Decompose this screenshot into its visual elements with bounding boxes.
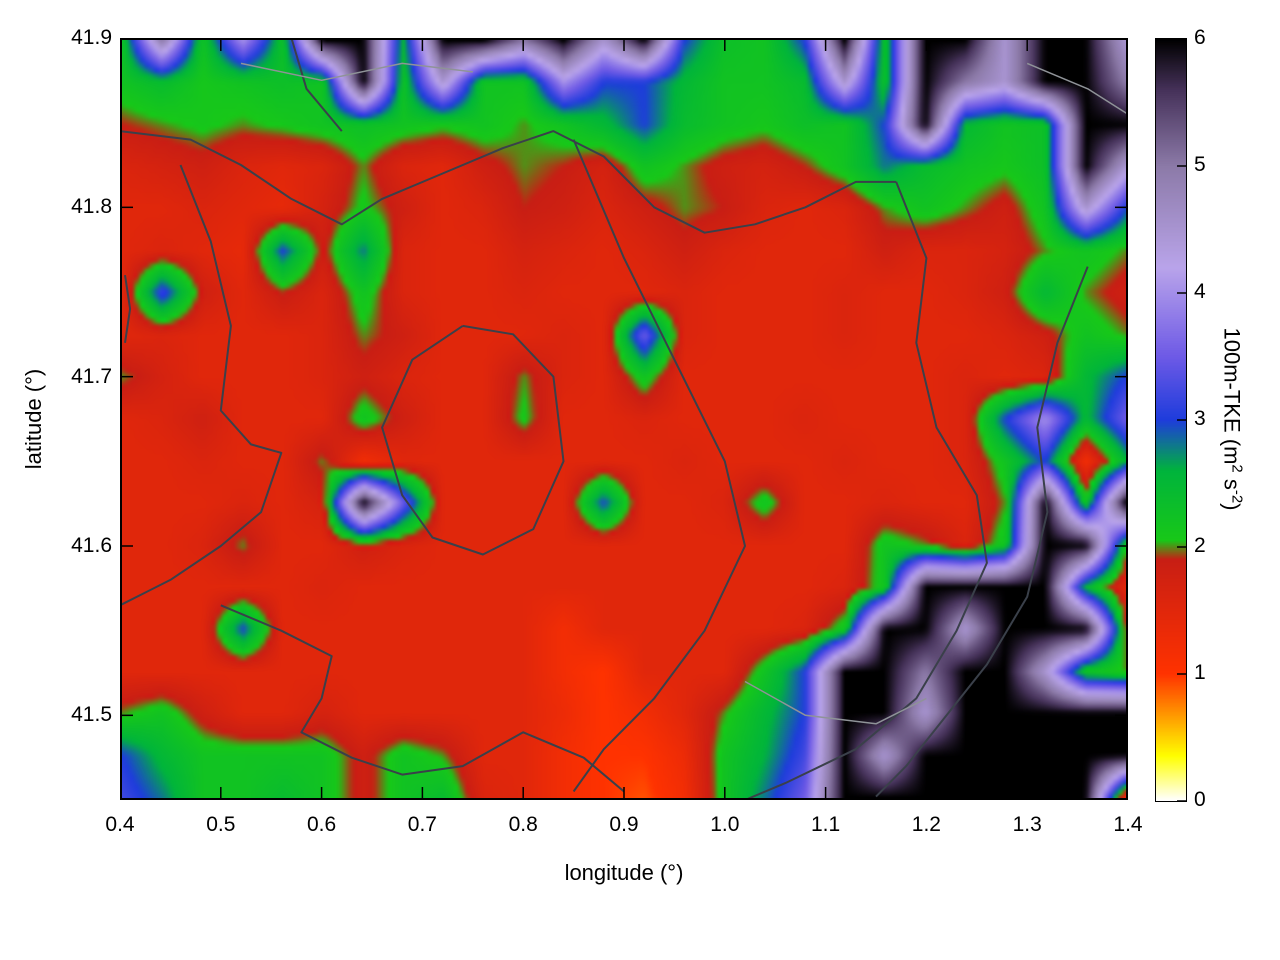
plot-area	[120, 38, 1128, 800]
colorbar-tick-label: 1	[1194, 661, 1206, 684]
colorbar	[1155, 38, 1187, 802]
colorbar-tick-label: 2	[1194, 534, 1206, 557]
heatmap-canvas	[120, 38, 1128, 800]
contour-line	[124, 274, 132, 343]
contour-line	[744, 181, 988, 800]
colorbar-title-text: )	[1219, 503, 1245, 511]
contour-line	[120, 130, 897, 234]
contour-line	[220, 604, 625, 793]
colorbar-tick-label: 0	[1194, 788, 1206, 811]
colorbar-tick-label: 5	[1194, 153, 1206, 176]
plot-border	[120, 38, 1128, 800]
y-tick-label: 41.6	[71, 534, 112, 557]
colorbar-tick-label: 6	[1194, 26, 1206, 49]
contour-overlay	[120, 38, 1128, 800]
x-tick-label: 0.6	[306, 813, 337, 836]
y-tick-label: 41.7	[71, 364, 112, 388]
contour-line	[572, 139, 746, 793]
colorbar-tick-marks	[1177, 39, 1186, 801]
contour-line	[1026, 62, 1128, 115]
colorbar-tick-label: 4	[1194, 280, 1206, 303]
y-tick-label: 41.9	[71, 26, 112, 49]
colorbar-title-superscript: 2	[1228, 464, 1246, 473]
x-tick-label: 0.5	[206, 813, 236, 836]
x-tick-label: 0.4	[105, 813, 135, 836]
contour-line	[120, 164, 283, 607]
x-tick-label: 0.8	[508, 813, 538, 836]
colorbar-title-text: 100m-TKE (m	[1219, 327, 1245, 465]
x-tick-label: 1.3	[1012, 813, 1042, 836]
colorbar-title: 100m-TKE (m2 s-2)	[1218, 328, 1245, 511]
x-axis-label: longitude (°)	[564, 860, 684, 885]
x-tick-label: 1.1	[810, 813, 841, 836]
y-tick-label: 41.8	[71, 195, 112, 219]
colorbar-title-text: s	[1219, 472, 1245, 490]
y-axis-label: latitude (°)	[21, 368, 46, 470]
y-tick-label: 41.5	[71, 703, 112, 727]
x-tick-label: 1.0	[710, 813, 740, 836]
x-tick-label: 1.4	[1113, 813, 1143, 836]
contour-line	[240, 62, 473, 82]
contour-line	[875, 266, 1089, 798]
colorbar-tick-label: 3	[1194, 407, 1206, 430]
contour-line	[290, 38, 343, 132]
x-tick-label: 0.7	[407, 813, 437, 836]
contour-line	[744, 680, 927, 725]
contour-line	[381, 324, 565, 556]
colorbar-title-superscript: -2	[1228, 489, 1246, 504]
x-tick-label: 1.2	[911, 813, 941, 836]
x-tick-label: 0.9	[609, 813, 639, 836]
